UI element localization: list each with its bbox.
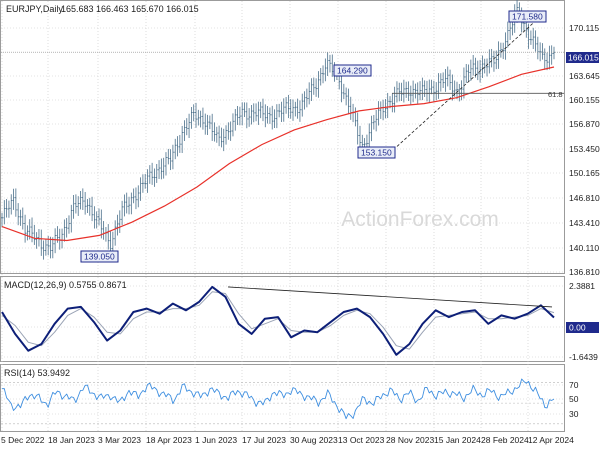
macd-trendline (227, 286, 553, 308)
rsi-series-layer (1, 378, 564, 425)
x-tick-label: 18 Apr 2023 (146, 435, 192, 445)
rsi-title: RSI(14) 53.9492 (4, 368, 70, 378)
price-tick: 150.165 (569, 168, 600, 178)
annotation-dec-low-box (357, 146, 396, 159)
x-axis: 5 Dec 2022 18 Jan 2023 3 Mar 2023 18 Apr… (1, 435, 574, 445)
ohlc-values: 165.683 166.463 165.670 166.015 (61, 4, 199, 14)
grid-layer (1, 1, 564, 431)
annotation-oct-high-text: 164.290 (337, 66, 368, 76)
fib-level-label: 61.8 (548, 90, 563, 99)
annotation-oct-high-box (333, 64, 372, 77)
current-price-text: 166.015 (568, 53, 599, 63)
current-price-marker: 166.015 (566, 52, 599, 63)
x-tick-label: 1 Jun 2023 (195, 435, 237, 445)
price-tick: 153.450 (569, 144, 600, 154)
price-tick: 160.155 (569, 95, 600, 105)
price-tick: 146.810 (569, 193, 600, 203)
price-trendline (396, 11, 547, 147)
x-tick-label: 15 Jan 2024 (434, 435, 481, 445)
price-tick: 140.110 (569, 243, 599, 253)
macd-series-layer (1, 285, 555, 356)
price-series-layer (1, 0, 564, 260)
price-tick: 136.810 (569, 267, 600, 277)
macd-tick: -1.6439 (569, 352, 598, 362)
x-tick-label: 28 Feb 2024 (481, 435, 529, 445)
price-tick: 156.870 (569, 119, 600, 129)
rsi-axis: 70 50 30 (569, 380, 579, 419)
macd-value-box (566, 322, 599, 333)
x-tick-label: 18 Jan 2023 (48, 435, 95, 445)
macd-axis: 2.3881 -1.6439 (569, 281, 598, 362)
annotation-oct-high: 164.290 (333, 64, 372, 77)
annotation-jan-low-text: 139.050 (84, 252, 115, 262)
annotation-high-box (508, 10, 547, 23)
annotation-jan-low-box (80, 250, 119, 263)
price-panel-frame (0, 0, 565, 274)
macd-value-marker: 0.00 (566, 322, 599, 333)
moving-average-line (1, 66, 555, 242)
rsi-tick: 70 (569, 380, 579, 390)
x-tick-label: 13 Oct 2023 (338, 435, 385, 445)
rsi-line (1, 378, 555, 420)
price-tick: 170.115 (569, 23, 599, 33)
macd-tick: 2.3881 (569, 281, 595, 291)
annotation-high: 171.580 (508, 10, 547, 23)
annotation-dec-low-text: 153.150 (361, 148, 392, 158)
price-tick: 143.410 (569, 218, 600, 228)
x-tick-label: 17 Jul 2023 (242, 435, 286, 445)
watermark-text: ActionForex.com (341, 208, 499, 231)
x-tick-label: 28 Nov 2023 (386, 435, 434, 445)
rsi-panel-frame (0, 364, 565, 432)
macd-title: MACD(12,26,9) 0.5755 0.8671 (4, 280, 127, 290)
x-tick-label: 3 Mar 2023 (98, 435, 141, 445)
macd-value-text: 0.00 (569, 323, 586, 333)
rsi-tick: 50 (569, 394, 579, 404)
current-price-box (566, 52, 599, 63)
price-tick: 163.645 (569, 71, 600, 81)
annotation-jan-low: 139.050 (80, 250, 119, 263)
annotation-high-text: 171.580 (512, 12, 543, 22)
macd-line (1, 285, 555, 356)
x-tick-label: 12 Apr 2024 (528, 435, 574, 445)
x-tick-label: 5 Dec 2022 (1, 435, 45, 445)
rsi-tick: 30 (569, 409, 579, 419)
annotation-dec-low: 153.150 (357, 146, 396, 159)
x-tick-label: 30 Aug 2023 (290, 435, 338, 445)
symbol-label: EURJPY,Daily (6, 4, 63, 14)
price-axis: 170.115 163.645 160.155 156.870 153.450 … (569, 23, 600, 277)
